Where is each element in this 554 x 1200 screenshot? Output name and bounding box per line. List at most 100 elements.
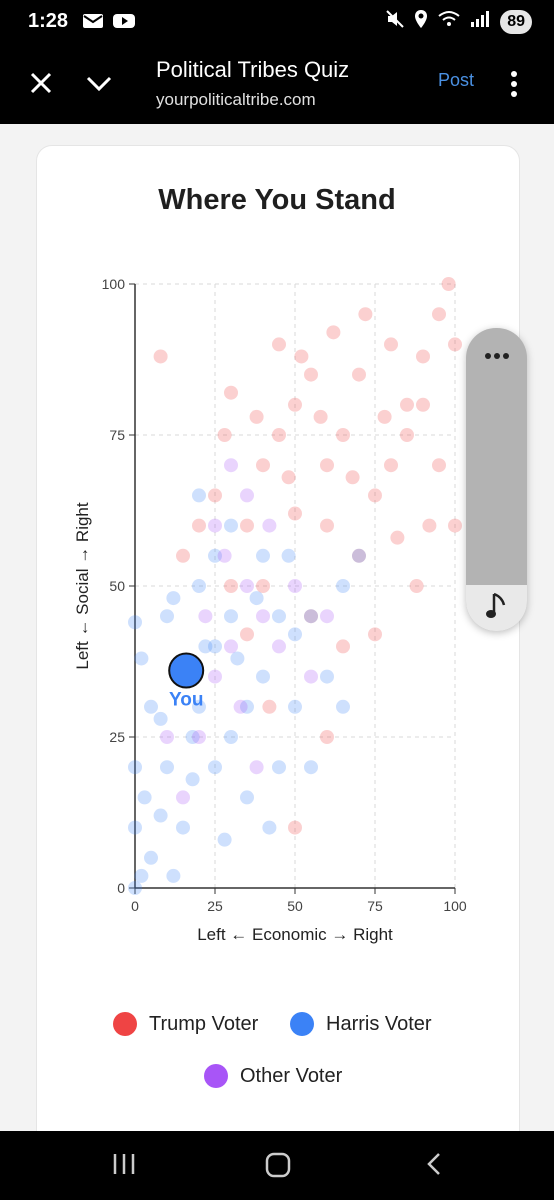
system-nav-bar xyxy=(0,1131,554,1200)
collapse-button[interactable] xyxy=(84,68,114,98)
legend-dot-other xyxy=(204,1064,228,1088)
data-point-harris-voter xyxy=(240,699,254,714)
data-point-trump-voter xyxy=(416,397,430,412)
results-card xyxy=(36,145,520,1147)
data-point-harris-voter xyxy=(256,669,270,684)
data-point-trump-voter xyxy=(256,579,270,593)
home-button[interactable] xyxy=(264,1151,292,1184)
data-point-harris-voter xyxy=(208,639,222,654)
data-point-other-voter xyxy=(240,488,254,503)
home-icon xyxy=(265,1152,291,1178)
back-icon xyxy=(427,1153,440,1175)
y-axis-label: Left ← Social → Right xyxy=(73,502,92,670)
data-point-harris-voter xyxy=(272,609,286,624)
data-point-harris-voter xyxy=(198,639,213,654)
data-point-other-voter xyxy=(208,669,222,684)
data-point-harris-voter xyxy=(144,850,158,865)
data-point-other-voter xyxy=(224,639,238,654)
data-point-harris-voter xyxy=(144,699,158,714)
data-point-harris-voter xyxy=(185,772,200,787)
data-point-trump-voter xyxy=(288,820,302,835)
data-point-trump-voter xyxy=(368,488,382,503)
data-point-harris-voter xyxy=(185,730,200,744)
data-point-trump-voter xyxy=(249,409,264,424)
data-point-harris-voter xyxy=(256,548,270,563)
back-button[interactable] xyxy=(424,1151,444,1182)
legend-label-harris: Harris Voter xyxy=(326,1012,432,1035)
x-axis-label: Left ← Economic → Right xyxy=(197,925,393,944)
data-point-harris-voter xyxy=(153,808,168,823)
close-button[interactable] xyxy=(26,68,56,98)
data-point-harris-voter xyxy=(288,627,302,642)
data-point-trump-voter xyxy=(313,409,328,424)
legend-dot-harris xyxy=(290,1012,314,1036)
data-point-harris-voter xyxy=(192,488,206,503)
data-point-harris-voter xyxy=(281,548,296,563)
data-point-trump-voter xyxy=(448,518,462,533)
data-point-harris-voter xyxy=(160,609,174,624)
data-point-trump-voter xyxy=(240,518,254,533)
data-point-trump-voter xyxy=(224,579,238,593)
data-point-trump-voter xyxy=(272,428,286,442)
panel-music-button[interactable] xyxy=(466,585,527,631)
data-point-harris-voter xyxy=(224,518,238,533)
data-point-trump-voter xyxy=(240,627,254,642)
data-point-trump-voter xyxy=(176,548,190,563)
data-point-harris-voter xyxy=(224,609,238,624)
data-point-other-voter xyxy=(224,458,238,473)
panel-menu-button[interactable] xyxy=(484,348,510,366)
data-point-harris-voter xyxy=(166,591,181,606)
recents-button[interactable] xyxy=(112,1151,136,1182)
y-tick-label: 75 xyxy=(109,427,125,443)
more-options-button[interactable] xyxy=(500,68,528,100)
battery-indicator: 89 xyxy=(500,9,532,34)
floating-side-panel[interactable] xyxy=(466,328,527,631)
data-point-trump-voter xyxy=(358,307,373,322)
chevron-down-icon xyxy=(86,76,112,92)
data-point-harris-voter xyxy=(320,669,334,684)
data-point-trump-voter xyxy=(224,385,238,400)
data-point-other-voter xyxy=(192,730,206,744)
data-point-trump-voter xyxy=(304,609,318,624)
data-point-harris-voter xyxy=(224,730,238,744)
data-point-harris-voter xyxy=(128,881,142,895)
mute-icon xyxy=(386,9,404,34)
data-point-other-voter xyxy=(198,609,213,624)
y-tick-label: 50 xyxy=(109,578,125,594)
data-point-trump-voter xyxy=(400,397,414,412)
legend-item-other: Other Voter xyxy=(204,1064,342,1088)
page-title: Political Tribes Quiz xyxy=(156,57,350,82)
data-point-trump-voter xyxy=(390,530,405,545)
data-point-other-voter xyxy=(288,579,302,593)
legend-dot-trump xyxy=(113,1012,137,1036)
app-header: Political Tribes Quiz yourpoliticaltribe… xyxy=(0,44,554,124)
data-point-other-voter xyxy=(208,518,222,533)
legend-label-other: Other Voter xyxy=(240,1064,343,1087)
music-note-icon xyxy=(486,592,506,618)
data-point-harris-voter xyxy=(176,820,190,835)
data-point-trump-voter xyxy=(326,325,341,340)
data-point-harris-voter xyxy=(249,591,264,606)
data-point-other-voter xyxy=(217,548,232,563)
data-point-harris-voter xyxy=(128,760,142,775)
data-point-harris-voter xyxy=(160,760,174,775)
data-point-trump-voter xyxy=(432,458,446,473)
status-time: 1:28 xyxy=(28,10,69,32)
scatter-chart: 0 25 50 75 100 0 25 50 75 100 Left ← Economic → Ri… xyxy=(73,276,467,944)
data-point-other-voter xyxy=(233,699,248,714)
data-point-harris-voter xyxy=(336,579,350,593)
data-point-harris-voter xyxy=(153,711,168,726)
data-point-trump-voter xyxy=(448,337,462,352)
legend-item-trump: Trump Voter xyxy=(113,1012,258,1036)
data-point-trump-voter xyxy=(320,458,334,473)
data-point-other-voter xyxy=(256,609,270,624)
data-point-trump-voter xyxy=(384,337,398,352)
post-button[interactable]: Post xyxy=(438,70,475,90)
data-point-harris-voter xyxy=(304,760,318,775)
you-marker xyxy=(168,652,205,689)
data-point-harris-voter xyxy=(304,609,318,624)
mail-icon xyxy=(82,12,104,35)
data-point-harris-voter xyxy=(134,868,149,883)
data-point-other-voter xyxy=(176,790,190,805)
more-vertical-icon xyxy=(511,71,517,97)
